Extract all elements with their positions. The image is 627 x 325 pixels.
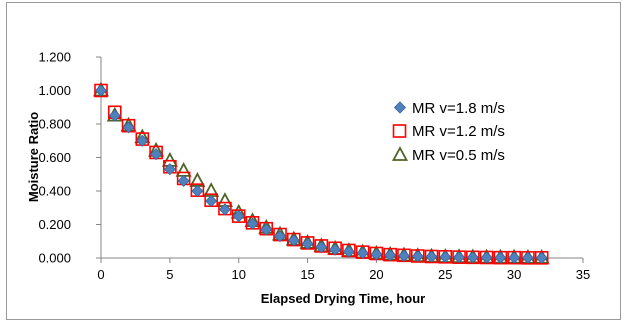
data-point-diamond <box>342 245 355 258</box>
y-tick-label: 0.800 <box>38 117 71 132</box>
y-tick-label: 1.200 <box>38 50 71 65</box>
legend: MR v=1.8 m/s MR v=1.2 m/s MR v=0.5 m/s <box>391 100 505 164</box>
data-point-triangle <box>175 162 192 177</box>
y-tick-label: 0.200 <box>38 217 71 232</box>
x-tick-label: 10 <box>231 267 245 282</box>
data-point-diamond <box>411 250 424 263</box>
y-tick-label: 0.000 <box>38 251 71 266</box>
y-tick-label: 0.400 <box>38 184 71 199</box>
data-point-diamond <box>163 163 176 176</box>
data-point-diamond <box>246 217 259 230</box>
legend-marker-square <box>392 124 407 138</box>
x-tick-label: 0 <box>97 267 104 282</box>
legend-label-series-2: MR v=1.2 m/s <box>412 123 505 140</box>
data-point-diamond <box>508 251 521 264</box>
data-point-diamond <box>301 237 314 250</box>
data-point-diamond <box>218 203 232 216</box>
legend-marker-triangle <box>391 146 409 161</box>
data-point-diamond <box>136 134 149 147</box>
y-axis-title: Moisture Ratio <box>26 112 41 202</box>
data-series <box>92 81 550 265</box>
data-point-diamond <box>521 251 534 264</box>
chart-frame <box>6 2 621 320</box>
data-point-diamond <box>452 251 466 264</box>
data-point-diamond <box>370 248 383 261</box>
data-point-diamond <box>122 121 135 134</box>
data-point-diamond <box>439 250 452 264</box>
data-point-diamond <box>384 249 397 262</box>
data-point-diamond <box>397 249 411 262</box>
legend-item-series-1: MR v=1.8 m/s <box>393 100 505 117</box>
y-axis-tick-labels: 0.000 0.200 0.400 0.600 0.800 1.000 1.200 <box>38 50 71 266</box>
y-tick-label: 1.000 <box>38 83 71 98</box>
data-point-diamond <box>315 241 328 254</box>
x-tick-label: 20 <box>369 267 383 282</box>
x-tick-label: 35 <box>576 267 590 282</box>
x-axis-title: Elapsed Drying Time, hour <box>261 291 425 306</box>
x-tick-label: 25 <box>438 267 452 282</box>
data-point-diamond <box>273 230 287 243</box>
legend-item-series-3: MR v=0.5 m/s <box>391 146 505 164</box>
data-point-diamond <box>535 251 548 264</box>
data-point-diamond <box>329 243 342 256</box>
data-point-diamond <box>287 234 300 247</box>
legend-item-series-2: MR v=1.2 m/s <box>392 123 505 140</box>
x-tick-label: 15 <box>300 267 314 282</box>
data-point-diamond <box>356 246 369 260</box>
data-point-diamond <box>177 174 190 188</box>
data-point-diamond <box>94 84 108 97</box>
data-point-diamond <box>205 194 218 208</box>
data-point-diamond <box>232 210 245 223</box>
y-tick-label: 0.600 <box>38 150 71 165</box>
data-point-diamond <box>466 251 479 264</box>
data-point-diamond <box>150 148 163 161</box>
legend-label-series-3: MR v=0.5 m/s <box>412 147 505 164</box>
x-axis-tick-labels: 0 5 10 15 20 25 30 35 <box>97 267 590 282</box>
series-1 <box>94 84 548 264</box>
legend-label-series-1: MR v=1.8 m/s <box>412 100 505 117</box>
x-tick-label: 30 <box>507 267 521 282</box>
data-point-diamond <box>108 109 121 122</box>
data-point-diamond <box>260 223 273 236</box>
data-point-diamond <box>494 251 507 264</box>
data-point-diamond <box>425 250 438 263</box>
legend-marker-diamond <box>393 101 407 114</box>
x-tick-label: 5 <box>166 267 173 282</box>
data-point-diamond <box>191 184 204 198</box>
data-point-diamond <box>480 251 493 264</box>
